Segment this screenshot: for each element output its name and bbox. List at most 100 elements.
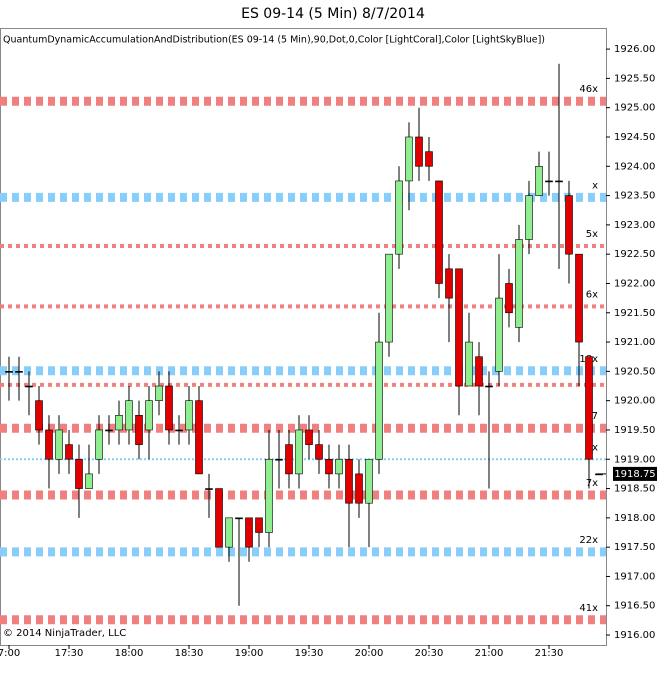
y-tick-label: 1923.00: [614, 220, 655, 231]
candle-body: [315, 444, 323, 460]
candle-body: [15, 371, 23, 373]
x-tick-label: 21:00: [475, 648, 504, 659]
level-label: 7: [592, 411, 598, 422]
copyright: © 2014 NinjaTrader, LLC: [3, 628, 126, 639]
candle-body: [125, 400, 133, 431]
candle-body: [5, 371, 13, 373]
y-tick-label: 1920.50: [614, 366, 655, 377]
candle-body: [235, 517, 243, 520]
candle-body: [375, 341, 383, 460]
candle-body: [535, 165, 543, 196]
y-tick-label: 1916.50: [614, 601, 655, 612]
candle-body: [135, 415, 143, 445]
candle-body: [465, 341, 473, 387]
candle-body: [175, 429, 183, 432]
y-tick-label: 1918.50: [614, 484, 655, 495]
candle-body: [265, 458, 273, 533]
candle-body: [385, 253, 393, 343]
candle-body: [325, 458, 333, 475]
candle-body: [495, 297, 503, 372]
x-tick-label: 20:00: [355, 648, 384, 659]
candle-body: [395, 180, 403, 255]
candle-body: [415, 136, 423, 167]
plot-frame: [0, 28, 607, 646]
level-label: 22x: [579, 535, 598, 546]
candle-body: [505, 283, 513, 314]
y-tick-label: 1925.00: [614, 103, 655, 114]
x-tick-label: 18:00: [115, 648, 144, 659]
y-tick-label: 1922.00: [614, 278, 655, 289]
y-tick-label: 1921.50: [614, 308, 655, 319]
x-tick-label: 21:30: [535, 648, 564, 659]
y-tick-label: 1917.00: [614, 571, 655, 582]
candle-body: [145, 400, 153, 431]
last-price-label: 1918.75: [614, 469, 655, 480]
candle-body: [215, 488, 223, 548]
candle-body: [545, 180, 553, 183]
candle-body: [555, 180, 563, 183]
chart-title: ES 09-14 (5 Min) 8/7/2014: [241, 6, 425, 22]
x-tick-label: 7:00: [0, 648, 20, 659]
candle-body: [105, 429, 113, 432]
y-tick-label: 1926.00: [614, 44, 655, 55]
last-price-box: [613, 466, 657, 481]
candle-body: [305, 429, 313, 445]
candle-body: [55, 429, 63, 460]
x-tick-label: 19:00: [235, 648, 264, 659]
candle-body: [515, 239, 523, 328]
level-label: 6x: [586, 289, 598, 300]
y-tick-label: 1916.00: [614, 630, 655, 641]
y-tick-label: 1923.50: [614, 191, 655, 202]
candle-body: [585, 356, 593, 460]
candle-body: [365, 458, 373, 504]
candle-body: [115, 415, 123, 431]
candle-body: [45, 429, 53, 460]
y-tick-label: 1921.00: [614, 337, 655, 348]
level-label: 7x: [586, 478, 598, 489]
candle-body: [205, 488, 213, 490]
x-tick-label: 17:30: [55, 648, 84, 659]
candle-body: [335, 458, 343, 475]
candle-body: [445, 268, 453, 299]
candle-body: [35, 400, 43, 431]
candle-body: [275, 458, 283, 461]
candle-body: [245, 517, 253, 548]
candle-body: [95, 429, 103, 460]
indicator-label: QuantumDynamicAccumulationAndDistributio…: [3, 35, 545, 46]
candle-body: [525, 195, 533, 240]
x-tick-label: 18:30: [175, 648, 204, 659]
level-label: x: [592, 180, 598, 191]
candle-body: [485, 385, 493, 388]
candle-body: [475, 356, 483, 387]
candle-body: [285, 444, 293, 475]
level-label: 41x: [579, 603, 598, 614]
y-tick-label: 1922.50: [614, 249, 655, 260]
candle-body: [185, 400, 193, 431]
candle-body: [195, 400, 203, 475]
x-tick-label: 20:30: [415, 648, 444, 659]
candle-body: [455, 268, 463, 387]
candle-body: [225, 517, 233, 548]
candle-body: [65, 444, 73, 460]
candle-body: [75, 458, 83, 489]
y-tick-label: 1920.00: [614, 396, 655, 407]
x-tick-label: 19:30: [295, 648, 324, 659]
candle-body: [435, 180, 443, 284]
y-tick-label: 1924.00: [614, 161, 655, 172]
y-tick-label: 1919.50: [614, 425, 655, 436]
y-tick-label: 1917.50: [614, 542, 655, 553]
candle-body: [165, 385, 173, 431]
candle-body: [355, 473, 363, 504]
candle-body: [565, 195, 573, 255]
candle-body: [25, 385, 33, 388]
candle-body: [85, 473, 93, 489]
candle-body: [405, 136, 413, 182]
y-tick-label: 1919.00: [614, 454, 655, 465]
candle-body: [295, 429, 303, 475]
y-tick-label: 1924.50: [614, 132, 655, 143]
level-label: 5x: [586, 229, 598, 240]
candle-body: [255, 517, 263, 533]
candle-body: [425, 151, 433, 167]
y-tick-label: 1918.00: [614, 513, 655, 524]
